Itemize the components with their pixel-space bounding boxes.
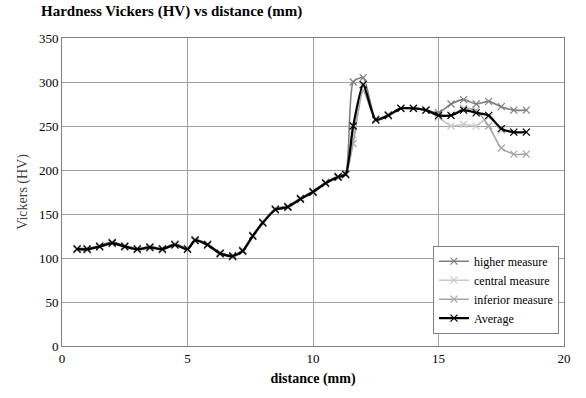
svg-text:350: 350 (39, 31, 59, 46)
svg-text:10: 10 (307, 351, 320, 366)
svg-text:50: 50 (45, 295, 58, 310)
svg-text:150: 150 (39, 207, 59, 222)
svg-text:Vickers (HV): Vickers (HV) (15, 154, 31, 230)
svg-text:0: 0 (52, 339, 59, 354)
svg-text:20: 20 (558, 351, 571, 366)
svg-text:central measure: central measure (474, 274, 550, 288)
svg-text:250: 250 (39, 119, 59, 134)
svg-text:Hardness Vickers (HV) vs dista: Hardness Vickers (HV) vs distance (mm) (41, 3, 302, 20)
svg-text:distance (mm): distance (mm) (270, 371, 355, 387)
svg-text:Average: Average (474, 312, 514, 326)
svg-text:300: 300 (39, 75, 59, 90)
svg-text:100: 100 (39, 251, 59, 266)
svg-text:inferior measure: inferior measure (474, 293, 553, 307)
svg-text:200: 200 (39, 163, 59, 178)
svg-text:higher measure: higher measure (474, 255, 548, 269)
svg-text:5: 5 (184, 351, 191, 366)
svg-text:0: 0 (59, 351, 66, 366)
svg-text:15: 15 (432, 351, 445, 366)
